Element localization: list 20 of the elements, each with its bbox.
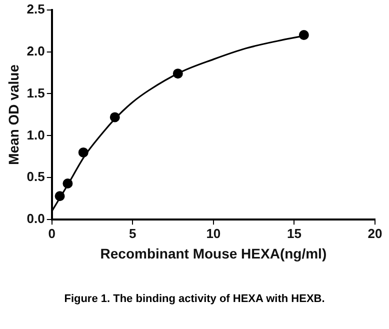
point xyxy=(78,147,88,158)
x-tick-label: 20 xyxy=(368,226,382,241)
x-tick-label: 15 xyxy=(286,226,302,241)
y-tick-label: 2.5 xyxy=(26,1,45,16)
y-axis-title: Mean OD value xyxy=(5,64,22,165)
y-tick-label: 2.0 xyxy=(26,43,45,58)
caption: Figure 1. The binding activity of HEXA with HEXB. xyxy=(63,293,326,305)
point xyxy=(172,68,183,79)
point xyxy=(110,112,120,122)
y-tick-label: 0.5 xyxy=(26,169,45,184)
y-tick-label: 0.0 xyxy=(26,211,45,226)
point xyxy=(62,178,73,189)
point xyxy=(298,30,309,40)
x-tick-label: 0 xyxy=(48,226,56,241)
y-tick-label: 1.0 xyxy=(26,127,45,142)
x-tick-label: 10 xyxy=(206,226,221,241)
x-tick-label: 5 xyxy=(129,226,136,241)
point xyxy=(54,191,65,202)
x-axis-title: Recombinant Mouse HEXA(ng/ml) xyxy=(100,245,327,262)
y-tick-label: 1.5 xyxy=(26,85,45,100)
